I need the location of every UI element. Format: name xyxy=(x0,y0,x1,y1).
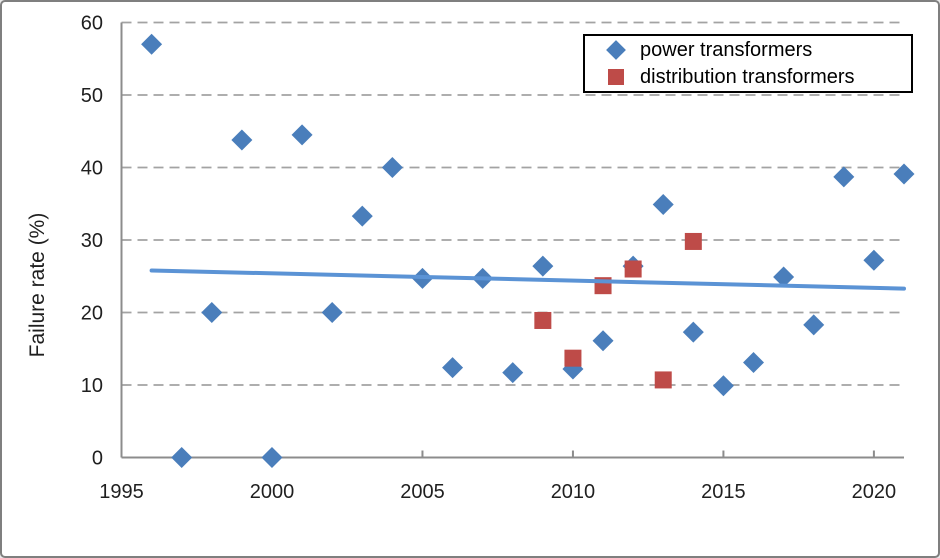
y-tick-label: 0 xyxy=(92,448,103,470)
legend-label: power transformers xyxy=(640,38,813,61)
data-point-power-transformers-2006 xyxy=(442,357,464,379)
trendline xyxy=(149,268,906,291)
square-marker-icon xyxy=(608,69,624,85)
data-point-power-transformers-2004 xyxy=(381,157,403,178)
data-point-power-transformers-1996 xyxy=(141,33,163,55)
legend: power transformers distribution transfor… xyxy=(583,34,913,93)
y-tick-label: 30 xyxy=(81,230,103,252)
legend-item-distribution-transformers: distribution transformers xyxy=(585,64,911,91)
data-point-power-transformers-2002 xyxy=(321,302,343,323)
data-point-power-transformers-2017 xyxy=(773,266,795,288)
y-tick-label: 60 xyxy=(81,13,103,35)
x-tick-label: 2000 xyxy=(250,481,295,503)
diamond-marker-icon xyxy=(606,40,626,60)
y-axis-title: Failure rate (%) xyxy=(26,212,49,358)
x-tick-label: 1995 xyxy=(99,481,144,503)
data-point-power-transformers-2001 xyxy=(291,124,313,146)
data-point-power-transformers-2019 xyxy=(833,166,855,188)
data-point-power-transformers-2009 xyxy=(532,255,554,277)
data-point-power-transformers-2008 xyxy=(502,362,524,384)
data-point-power-transformers-2018 xyxy=(803,314,825,336)
data-point-power-transformers-2013 xyxy=(652,193,674,215)
data-point-power-transformers-1997 xyxy=(171,447,193,468)
data-point-distribution-transformers-2012 xyxy=(624,260,642,278)
y-tick-label: 40 xyxy=(81,158,103,180)
data-point-distribution-transformers-2010 xyxy=(564,349,582,367)
y-tick-label: 10 xyxy=(81,375,103,397)
y-tick-label: 50 xyxy=(81,85,103,107)
x-tick-label: 2010 xyxy=(551,481,596,503)
data-point-distribution-transformers-2014 xyxy=(684,232,702,250)
legend-item-power-transformers: power transformers xyxy=(585,37,911,64)
data-point-power-transformers-2014 xyxy=(682,321,704,343)
data-point-power-transformers-2021 xyxy=(893,163,915,185)
legend-marker-cell xyxy=(606,69,626,85)
legend-marker-cell xyxy=(606,40,626,60)
x-tick-label: 2015 xyxy=(701,481,746,503)
x-tick-label: 2020 xyxy=(852,481,897,503)
data-point-power-transformers-2020 xyxy=(863,249,885,271)
data-point-power-transformers-2015 xyxy=(712,375,734,397)
data-point-power-transformers-1999 xyxy=(231,129,253,151)
x-tick-label: 2005 xyxy=(400,481,445,503)
data-point-power-transformers-2003 xyxy=(351,205,373,227)
data-point-power-transformers-2000 xyxy=(261,447,283,468)
data-point-power-transformers-1998 xyxy=(201,302,223,323)
data-point-distribution-transformers-2009 xyxy=(534,311,552,329)
data-point-distribution-transformers-2013 xyxy=(654,371,672,389)
legend-label: distribution transformers xyxy=(640,65,855,88)
data-point-power-transformers-2016 xyxy=(743,352,765,374)
y-tick-label: 20 xyxy=(81,303,103,325)
data-point-power-transformers-2011 xyxy=(592,330,614,352)
